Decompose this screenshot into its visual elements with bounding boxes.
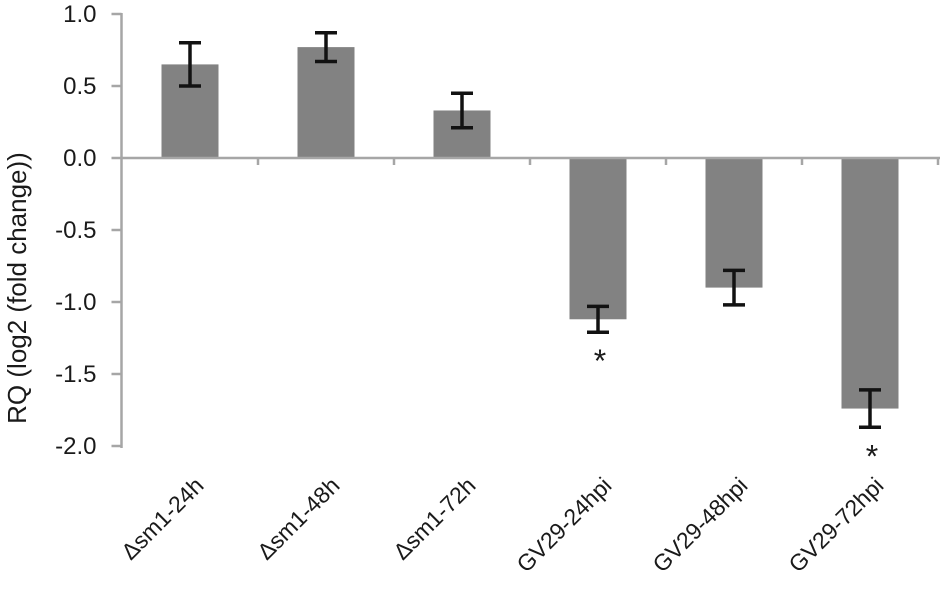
y-tick-label: -2.0 bbox=[55, 433, 96, 460]
y-tick-label: -1.0 bbox=[55, 289, 96, 316]
x-category-label: GV29-48hpi bbox=[647, 472, 752, 577]
x-category-label: GV29-24hpi bbox=[511, 472, 616, 577]
bar-GV29-24hpi bbox=[569, 158, 627, 320]
x-category-label: GV29-72hpi bbox=[783, 472, 888, 577]
y-tick-label: 0.5 bbox=[63, 73, 96, 100]
x-category-label: Δsm1-24h bbox=[116, 472, 209, 565]
y-tick-label: -0.5 bbox=[55, 217, 96, 244]
y-tick-label: 0.0 bbox=[63, 145, 96, 172]
x-category-label: Δsm1-72h bbox=[388, 472, 481, 565]
significance-asterisk: * bbox=[866, 438, 878, 474]
error-bar-Δsm1-72h bbox=[451, 91, 473, 130]
significance-asterisk: * bbox=[594, 343, 606, 379]
bars-layer bbox=[161, 47, 899, 409]
error-bar-GV29-24hpi bbox=[587, 304, 609, 334]
error-bar-Δsm1-24h bbox=[179, 41, 201, 88]
bar-GV29-48hpi bbox=[705, 158, 763, 288]
y-axis-title: RQ (log2 (fold change)) bbox=[2, 152, 32, 424]
y-tick-label: 1.0 bbox=[63, 1, 96, 28]
error-bar-GV29-48hpi bbox=[723, 268, 745, 307]
y-tick-label: -1.5 bbox=[55, 361, 96, 388]
bar-GV29-72hpi bbox=[841, 158, 899, 409]
error-bar-Δsm1-48h bbox=[315, 30, 337, 64]
error-bar-GV29-72hpi bbox=[859, 388, 881, 430]
axes-layer bbox=[111, 12, 940, 448]
x-category-label: Δsm1-48h bbox=[252, 472, 345, 565]
bar-Δsm1-48h bbox=[297, 47, 355, 159]
error-bars-layer bbox=[179, 30, 881, 430]
